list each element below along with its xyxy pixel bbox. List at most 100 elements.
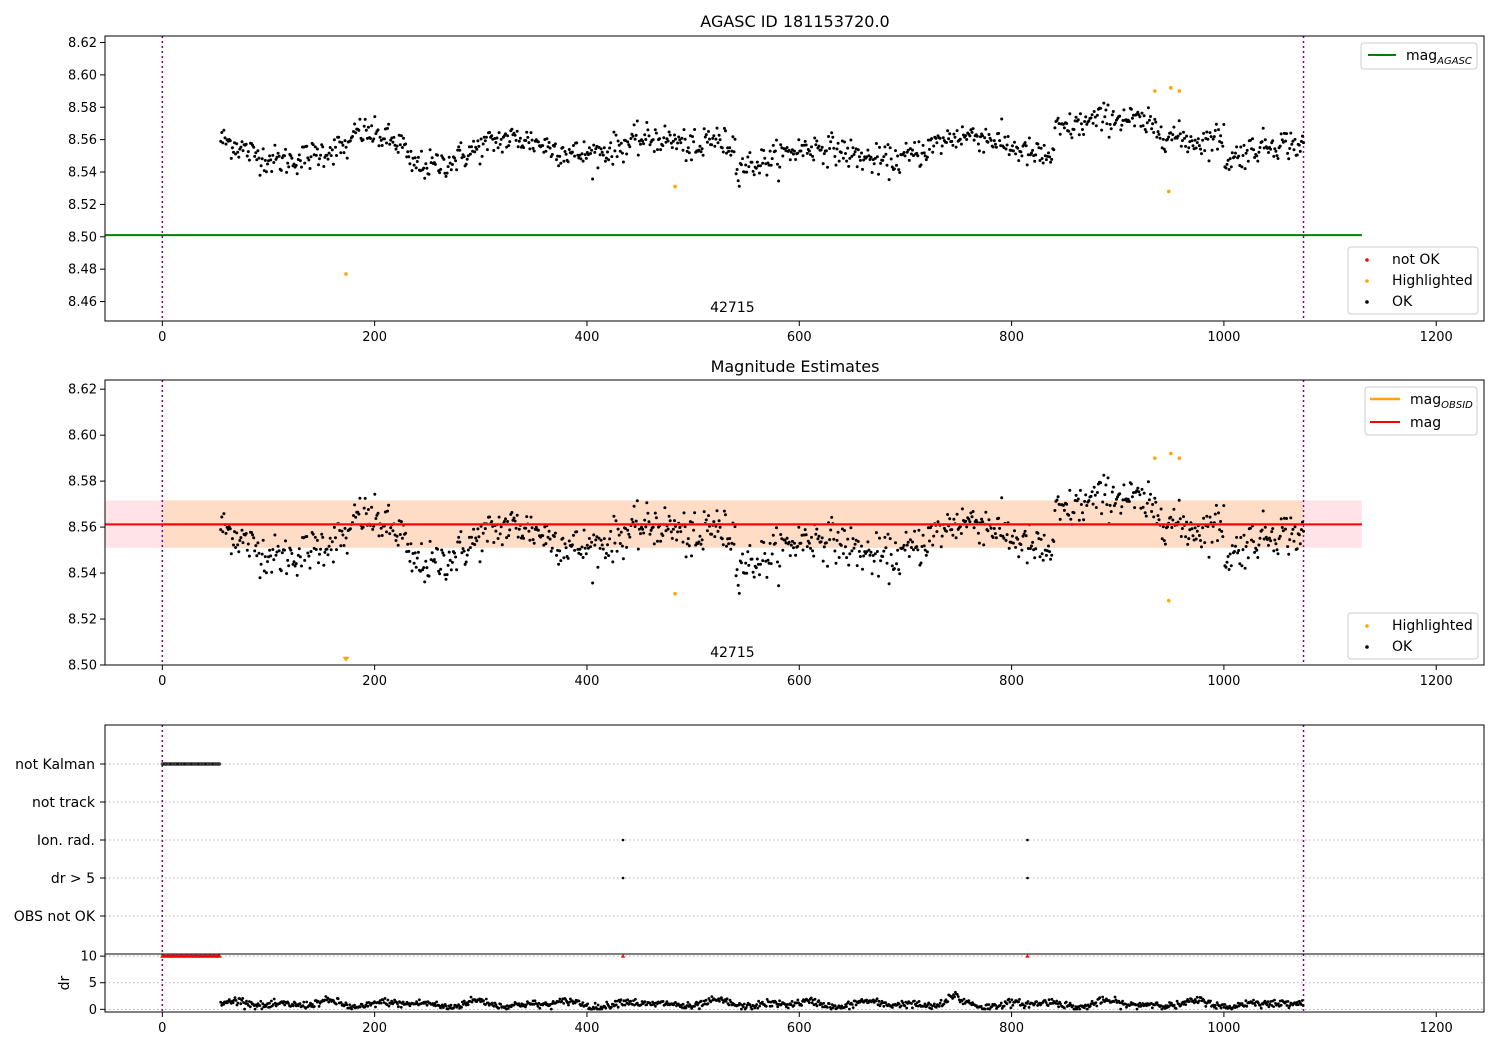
ok-point (641, 139, 645, 143)
ok-point (309, 155, 313, 159)
ok-point (553, 531, 557, 535)
ok-point (1287, 552, 1291, 556)
ok-point (804, 533, 808, 537)
dr-point (725, 997, 729, 1001)
ok-point (827, 135, 830, 138)
dr-point (1007, 997, 1011, 1001)
dr-point (953, 995, 956, 999)
x-tick-label: 1200 (1420, 330, 1453, 345)
dr-point (1008, 1000, 1012, 1004)
ok-point (1074, 493, 1078, 497)
dr-point (829, 1007, 833, 1011)
dr-point (466, 1003, 470, 1007)
ok-point (529, 515, 533, 519)
ok-point (621, 160, 625, 164)
ok-point (1028, 547, 1032, 550)
ok-point (811, 549, 815, 553)
ok-point (661, 534, 665, 537)
ok-point (684, 159, 688, 163)
ok-point (500, 543, 504, 547)
dr-point (512, 1003, 516, 1007)
ok-point (862, 158, 866, 162)
ok-point (648, 532, 652, 536)
ok-point (362, 506, 366, 510)
ok-point (472, 139, 476, 143)
ok-point (275, 550, 279, 554)
ok-point (976, 142, 980, 146)
ok-point (1079, 122, 1083, 126)
ok-point (1220, 529, 1224, 533)
ok-point (409, 542, 413, 546)
ok-point (388, 142, 392, 146)
ok-point (781, 548, 785, 552)
ok-point (260, 157, 264, 161)
x-tick-label: 1000 (1207, 1021, 1240, 1036)
dr-point (618, 1000, 622, 1004)
ok-point (290, 552, 294, 555)
ok-point (252, 536, 256, 540)
ok-point (636, 547, 640, 551)
ok-point (1207, 555, 1211, 559)
ok-point (972, 526, 976, 530)
ok-point (246, 150, 250, 154)
ok-point (230, 146, 234, 150)
ok-point (1161, 525, 1165, 529)
dr-gridlines (105, 955, 1484, 1010)
ok-point (984, 510, 988, 514)
ok-point (284, 147, 287, 151)
ok-point (882, 549, 886, 553)
ok-point (912, 548, 915, 552)
ok-point (1027, 136, 1031, 140)
dr-point (748, 1003, 752, 1007)
ok-point (674, 137, 677, 141)
ok-point (342, 151, 346, 155)
ok-point (1277, 537, 1281, 541)
ok-point (1094, 124, 1098, 128)
dr-points (219, 990, 1305, 1011)
ok-point (507, 534, 511, 538)
ok-point (794, 553, 798, 557)
ok-point (970, 515, 974, 519)
ok-point (752, 173, 756, 177)
ok-point (855, 564, 859, 568)
dr-point (492, 1004, 496, 1008)
ok-point (1133, 506, 1137, 510)
ok-point (293, 564, 297, 568)
ok-point (905, 543, 909, 547)
ok-point (586, 546, 590, 550)
ok-point (1083, 499, 1087, 503)
dr-point (425, 1003, 429, 1007)
dr-point (709, 1000, 713, 1004)
dr-point (469, 995, 473, 999)
dr-point (610, 1005, 613, 1009)
dr-point (720, 996, 723, 1000)
ok-point (307, 554, 311, 558)
ok-point (693, 128, 697, 131)
x-tick-label: 200 (362, 674, 387, 689)
ok-point (703, 135, 707, 139)
ok-point (594, 538, 598, 542)
ok-point (1047, 544, 1050, 548)
ok-point (1000, 117, 1004, 121)
dr-point (1223, 1003, 1227, 1006)
ok-point (611, 162, 615, 166)
ok-point (621, 557, 625, 561)
ok-point (810, 145, 813, 149)
highlighted-points (342, 451, 1182, 662)
dr-point (449, 1003, 453, 1007)
ok-point (1287, 157, 1291, 161)
ok-point (632, 123, 636, 127)
ok-point (1133, 124, 1137, 128)
ok-point (1240, 564, 1244, 568)
dr-point (243, 1007, 247, 1011)
ok-point (283, 548, 286, 552)
dr-point (334, 1002, 338, 1006)
ok-point (902, 151, 906, 154)
ok-point (541, 144, 545, 148)
ok-point (257, 551, 261, 555)
ok-point (575, 530, 579, 534)
ok-point (832, 146, 836, 150)
ok-point (343, 139, 347, 143)
ok-point (276, 544, 280, 548)
